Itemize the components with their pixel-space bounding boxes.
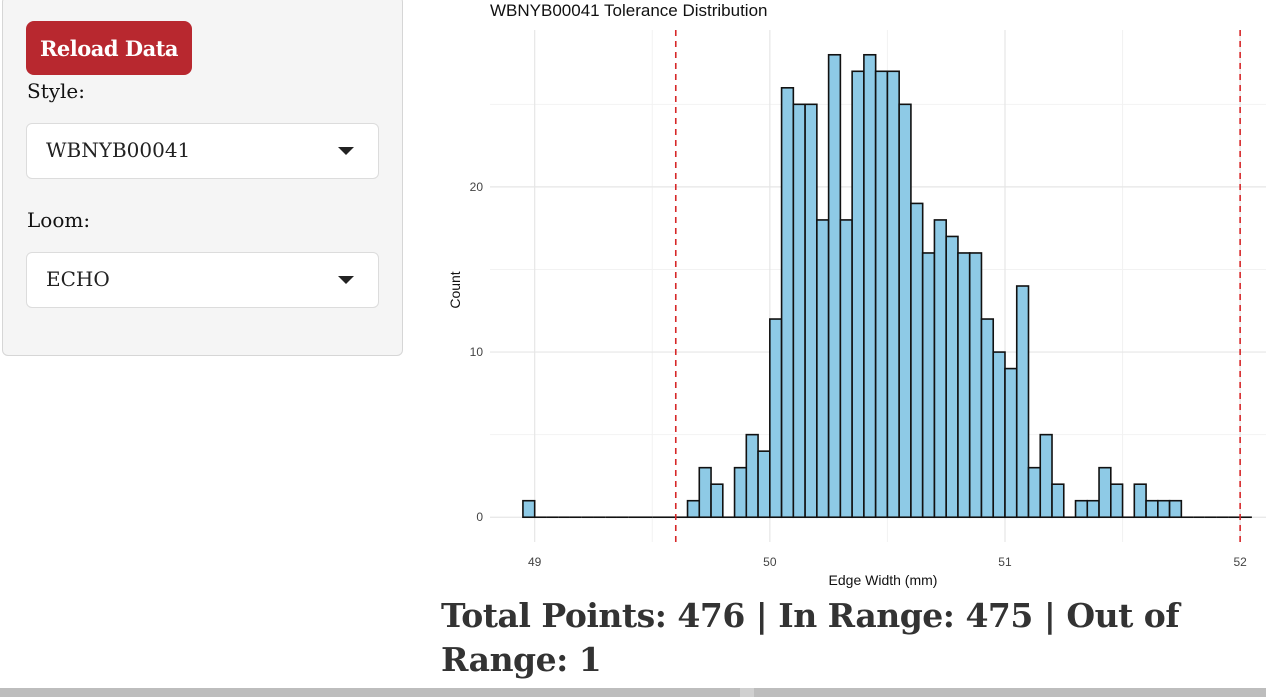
histogram-bar: [968, 252, 983, 519]
histogram-bar: [1098, 466, 1112, 519]
histogram-bar: [957, 252, 971, 519]
y-tick-label: 20: [470, 180, 484, 194]
histogram-bar: [863, 53, 877, 519]
histogram-bar: [945, 235, 959, 519]
histogram-chart: 49 50 51 52 0 10 20 Edge Width (mm) Count: [447, 30, 1266, 588]
histogram-bar: [1086, 499, 1100, 519]
histogram-bar: [851, 70, 865, 519]
histogram-bar: [757, 450, 771, 519]
y-tick-label: 0: [476, 510, 483, 524]
histogram-bar: [780, 87, 795, 519]
histogram-bar: [921, 252, 936, 519]
histogram-bar: [1051, 483, 1065, 519]
histogram-bar: [980, 318, 995, 519]
x-tick-label: 49: [528, 555, 542, 569]
style-label: Style:: [27, 79, 86, 103]
loom-label: Loom:: [27, 208, 91, 232]
x-tick-label: 50: [763, 555, 777, 569]
histogram-bar: [1157, 499, 1171, 519]
caret-down-icon: [338, 276, 354, 284]
histogram-bar: [910, 202, 924, 519]
horizontal-scrollbar[interactable]: [0, 688, 1266, 697]
histogram-bar: [1004, 367, 1018, 519]
histogram-bar: [792, 103, 806, 519]
histogram-bar: [1039, 433, 1053, 519]
histogram-bar: [522, 499, 536, 519]
style-select-value: WBNYB00041: [46, 138, 191, 162]
x-axis-label: Edge Width (mm): [829, 572, 938, 588]
histogram-bar: [1145, 499, 1159, 519]
histogram-bar: [698, 466, 712, 519]
histogram-bar: [874, 70, 889, 519]
chart-title: WBNYB00041 Tolerance Distribution: [490, 1, 768, 20]
histogram-bar: [839, 219, 853, 519]
histogram-bar: [733, 466, 748, 519]
histogram-bar: [1168, 499, 1183, 519]
histogram-bar: [745, 433, 759, 519]
histogram-bar: [933, 219, 947, 519]
histogram-bar: [816, 219, 830, 519]
loom-select[interactable]: ECHO: [26, 252, 379, 308]
histogram-bar: [898, 103, 912, 519]
histogram-bar: [1074, 499, 1089, 519]
histogram-bar: [769, 318, 783, 519]
chart-bars: [522, 53, 1252, 519]
histogram-bar: [1015, 285, 1030, 519]
x-tick-label: 51: [998, 555, 1012, 569]
caret-down-icon: [338, 147, 354, 155]
y-tick-label: 10: [470, 345, 484, 359]
summary-text: Total Points: 476 | In Range: 475 | Out …: [441, 596, 1180, 679]
histogram-bar: [827, 53, 842, 519]
chart-tick-labels: 49 50 51 52 0 10 20: [470, 180, 1247, 569]
histogram-bar: [804, 103, 818, 519]
histogram-bar: [1110, 483, 1124, 519]
style-select[interactable]: WBNYB00041: [26, 123, 379, 179]
histogram-bar: [710, 483, 724, 519]
reload-data-button[interactable]: Reload Data: [26, 21, 192, 75]
histogram-bar: [1027, 466, 1042, 519]
histogram-bar: [1133, 483, 1147, 519]
histogram-bar: [886, 70, 900, 519]
x-tick-label: 52: [1233, 555, 1247, 569]
loom-select-value: ECHO: [46, 267, 110, 291]
histogram-bar: [992, 351, 1006, 519]
y-axis-label: Count: [447, 271, 463, 308]
histogram-bar: [686, 499, 701, 519]
chart-limit-lines: [674, 30, 1241, 542]
